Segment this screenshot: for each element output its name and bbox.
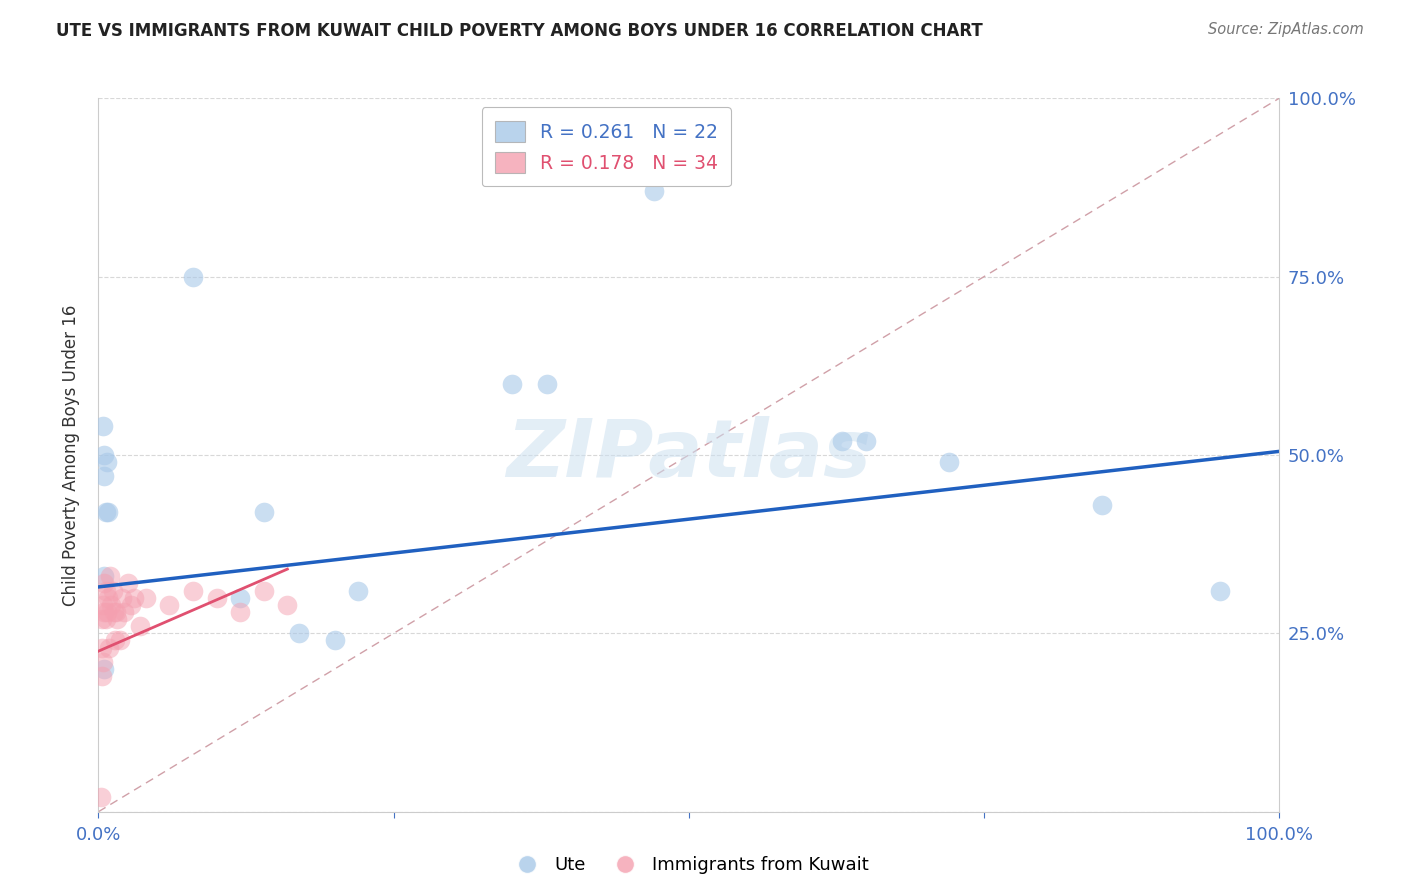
Point bbox=[288, 626, 311, 640]
Point bbox=[94, 612, 117, 626]
Point bbox=[253, 505, 276, 519]
Point bbox=[347, 583, 370, 598]
Point bbox=[105, 605, 128, 619]
Point bbox=[91, 669, 114, 683]
Legend: Ute, Immigrants from Kuwait: Ute, Immigrants from Kuwait bbox=[502, 849, 876, 881]
Point bbox=[1209, 583, 1232, 598]
Point bbox=[104, 633, 127, 648]
Point bbox=[94, 583, 117, 598]
Text: UTE VS IMMIGRANTS FROM KUWAIT CHILD POVERTY AMONG BOYS UNDER 16 CORRELATION CHAR: UTE VS IMMIGRANTS FROM KUWAIT CHILD POVE… bbox=[56, 22, 983, 40]
Point bbox=[181, 269, 204, 284]
Point bbox=[108, 633, 131, 648]
Point bbox=[128, 619, 150, 633]
Point bbox=[181, 583, 204, 598]
Point bbox=[855, 434, 877, 448]
Point bbox=[643, 184, 665, 198]
Point bbox=[938, 455, 960, 469]
Point bbox=[229, 605, 252, 619]
Point bbox=[112, 605, 135, 619]
Point bbox=[93, 569, 115, 583]
Point bbox=[91, 655, 114, 669]
Point bbox=[105, 612, 128, 626]
Point bbox=[97, 505, 120, 519]
Point bbox=[93, 605, 115, 619]
Point bbox=[96, 455, 118, 469]
Point bbox=[831, 434, 853, 448]
Point bbox=[111, 591, 134, 605]
Point bbox=[103, 605, 125, 619]
Point bbox=[1091, 498, 1114, 512]
Point bbox=[93, 448, 115, 462]
Point bbox=[91, 419, 114, 434]
Point bbox=[98, 640, 121, 655]
Point bbox=[98, 569, 121, 583]
Point bbox=[91, 640, 114, 655]
Point bbox=[91, 598, 114, 612]
Point bbox=[122, 591, 145, 605]
Point bbox=[90, 790, 112, 805]
Point bbox=[253, 583, 276, 598]
Point bbox=[117, 576, 139, 591]
Point bbox=[536, 376, 558, 391]
Point bbox=[94, 505, 117, 519]
Point bbox=[205, 591, 228, 605]
Y-axis label: Child Poverty Among Boys Under 16: Child Poverty Among Boys Under 16 bbox=[62, 304, 80, 606]
Point bbox=[276, 598, 298, 612]
Point bbox=[97, 591, 120, 605]
Text: Source: ZipAtlas.com: Source: ZipAtlas.com bbox=[1208, 22, 1364, 37]
Point bbox=[135, 591, 157, 605]
Point bbox=[96, 605, 118, 619]
Point bbox=[157, 598, 180, 612]
Point bbox=[91, 612, 114, 626]
Point bbox=[121, 598, 143, 612]
Point bbox=[501, 376, 523, 391]
Point bbox=[323, 633, 346, 648]
Point bbox=[93, 469, 115, 483]
Text: ZIPatlas: ZIPatlas bbox=[506, 416, 872, 494]
Point bbox=[100, 598, 122, 612]
Point bbox=[93, 662, 115, 676]
Point bbox=[93, 576, 115, 591]
Point bbox=[229, 591, 252, 605]
Point bbox=[101, 583, 124, 598]
